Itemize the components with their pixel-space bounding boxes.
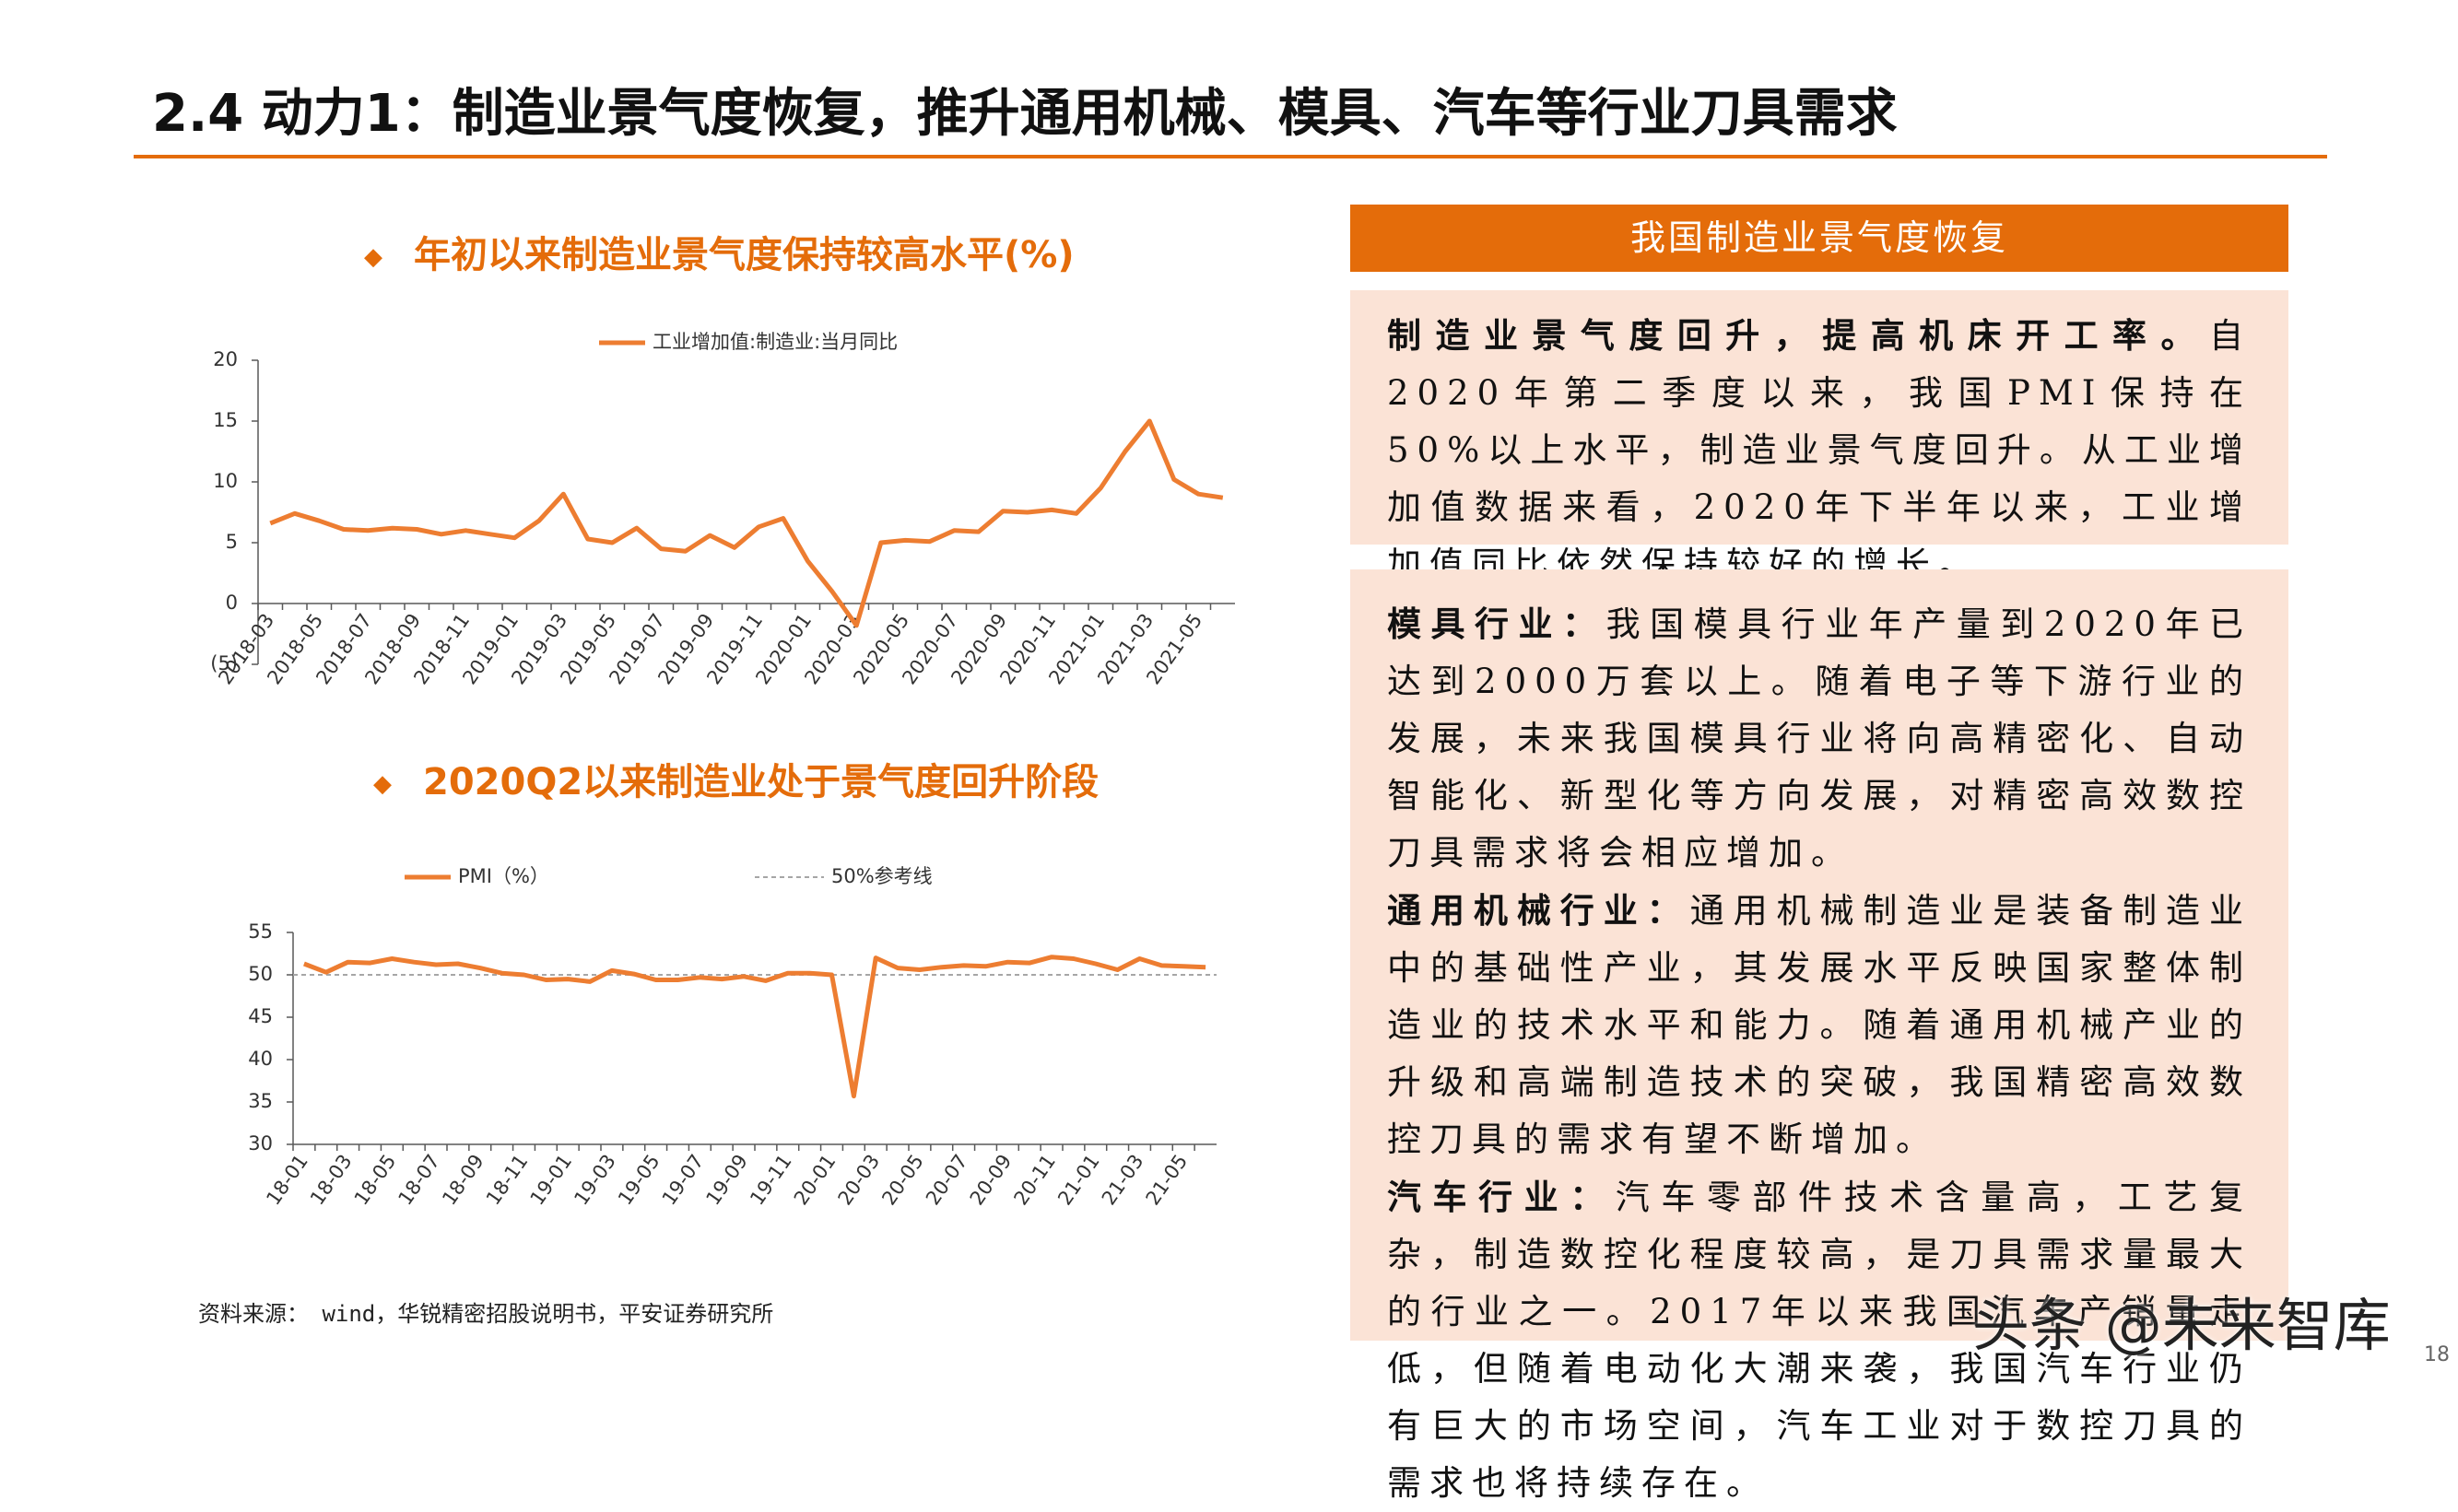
text: 我国模具行业年产量到2020年已达到2000万套以上。随着电子等下游行业的发展，…	[1387, 604, 2252, 873]
paragraph: 制造业景气度回升，提高机床开工率。自2020年第二季度以来，我国PMI保持在50…	[1387, 307, 2252, 593]
chart-title: 2020Q2以来制造业处于景气度回升阶段	[423, 761, 1100, 803]
panel-title: 我国制造业景气度恢复	[1350, 205, 2288, 272]
text-box: 模具行业：我国模具行业年产量到2020年已达到2000万套以上。随着电子等下游行…	[1350, 569, 2288, 1503]
x-tick-label: 18-11	[482, 1151, 533, 1210]
x-tick-label: 20-03	[834, 1151, 885, 1210]
y-tick-label: 10	[213, 470, 238, 492]
x-tick-label: 18-09	[438, 1151, 488, 1210]
title-rule	[134, 155, 2327, 158]
x-tick-label: 18-01	[262, 1151, 312, 1210]
paragraph: 模具行业：我国模具行业年产量到2020年已达到2000万套以上。随着电子等下游行…	[1387, 595, 2252, 882]
x-tick-label: 21-03	[1098, 1151, 1148, 1210]
legend-label: 50%参考线	[831, 865, 933, 887]
y-tick-label: 0	[226, 592, 238, 614]
x-tick-label: 20-07	[922, 1151, 972, 1210]
x-tick-label: 18-07	[394, 1151, 444, 1210]
chart: 30 35 40 45 50 55 18-0118-0318-0518-0718-0918-…	[248, 865, 1217, 1210]
watermark: 头条 @未来智库	[1972, 1292, 2391, 1359]
y-tick-label: 35	[248, 1090, 273, 1112]
y-tick-label: 15	[213, 409, 238, 431]
y-tick-label: 20	[213, 348, 238, 370]
data-line	[269, 418, 1224, 628]
chart-title-row: ◆ 年初以来制造业景气度保持较高水平(%)	[364, 234, 1075, 276]
x-tick-label: 20-05	[877, 1151, 928, 1210]
legend-label: PMI（%）	[458, 865, 549, 887]
lead: 制造业景气度回升，提高机床开工率。	[1387, 315, 2209, 356]
x-tick-label: 19-09	[701, 1151, 752, 1210]
lead: 模具行业：	[1387, 604, 1606, 644]
x-tick-label: 19-11	[746, 1151, 796, 1210]
chart: (5)051015202018-032018-052018-072018-092…	[210, 331, 1235, 688]
x-tick-label: 18-03	[306, 1151, 357, 1210]
x-tick-label: 19-07	[658, 1151, 709, 1210]
x-tick-label: 20-01	[790, 1151, 841, 1210]
y-tick-label: 45	[248, 1005, 273, 1027]
y-tick-label: 55	[248, 920, 273, 943]
y-tick-label: 40	[248, 1048, 273, 1070]
chart-title-row: ◆ 2020Q2以来制造业处于景气度回升阶段	[373, 761, 1100, 803]
slide-title: 2.4 动力1：制造业景气度恢复，推升通用机械、模具、汽车等行业刀具需求	[152, 84, 1898, 144]
x-tick-label: 18-05	[350, 1151, 401, 1210]
y-tick-label: 50	[248, 963, 273, 985]
x-tick-label: 20-11	[1009, 1151, 1060, 1210]
x-tick-label: 19-03	[570, 1151, 620, 1210]
x-tick-label: 19-05	[614, 1151, 664, 1210]
paragraph: 通用机械行业：通用机械制造业是装备制造业中的基础性产业，其发展水平反映国家整体制…	[1387, 882, 2252, 1168]
data-line	[303, 955, 1206, 1099]
page-number: 18	[2424, 1343, 2450, 1366]
x-tick-label: 21-05	[1142, 1151, 1193, 1210]
text-box: 制造业景气度回升，提高机床开工率。自2020年第二季度以来，我国PMI保持在50…	[1350, 290, 2288, 584]
legend-label: 工业增加值:制造业:当月同比	[653, 331, 898, 353]
x-tick-label: 21-01	[1053, 1151, 1104, 1210]
y-tick-label: (5)	[210, 652, 238, 674]
slide: 2.4 动力1：制造业景气度恢复，推升通用机械、模具、汽车等行业刀具需求 ◆ 年初…	[134, 84, 2450, 1503]
lead: 通用机械行业：	[1387, 890, 1690, 931]
source-note: 资料来源： wind，华锐精密招股说明书，平安证券研究所	[198, 1301, 774, 1327]
y-tick-label: 30	[248, 1132, 273, 1155]
y-tick-label: 5	[226, 531, 238, 553]
x-tick-label: 19-01	[526, 1151, 577, 1210]
text: 自2020年第二季度以来，我国PMI保持在50%以上水平，制造业景气度回升。从工…	[1387, 316, 2252, 584]
chart-title: 年初以来制造业景气度保持较高水平(%)	[414, 234, 1075, 276]
x-tick-label: 20-09	[966, 1151, 1017, 1210]
lead: 汽车行业：	[1387, 1177, 1616, 1217]
text: 通用机械制造业是装备制造业中的基础性产业，其发展水平反映国家整体制造业的技术水平…	[1387, 891, 2252, 1159]
